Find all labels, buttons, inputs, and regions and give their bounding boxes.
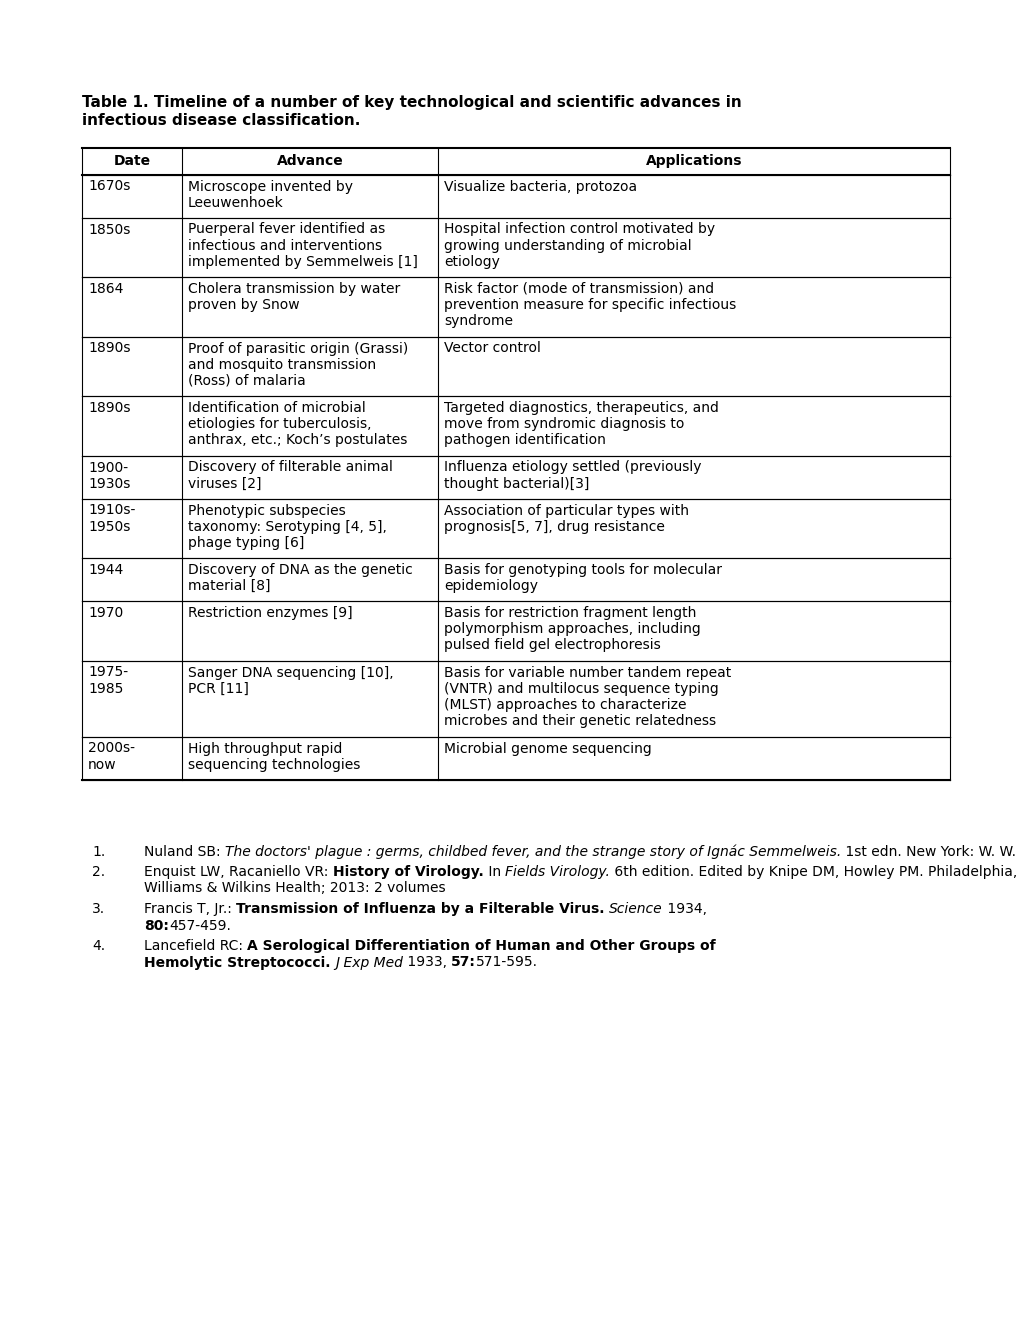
Text: Phenotypic subspecies
taxonomy: Serotyping [4, 5],
phage typing [6]: Phenotypic subspecies taxonomy: Serotypi… bbox=[187, 503, 386, 550]
Text: Transmission of Influenza by a Filterable Virus.: Transmission of Influenza by a Filterabl… bbox=[236, 902, 604, 916]
Text: Date: Date bbox=[113, 154, 151, 168]
Text: J Exp Med: J Exp Med bbox=[334, 956, 403, 969]
Text: Science: Science bbox=[608, 902, 662, 916]
Text: Discovery of DNA as the genetic
material [8]: Discovery of DNA as the genetic material… bbox=[187, 564, 412, 593]
Text: 1934,: 1934, bbox=[662, 902, 706, 916]
Text: 1864: 1864 bbox=[88, 282, 123, 296]
Text: Sanger DNA sequencing [10],
PCR [11]: Sanger DNA sequencing [10], PCR [11] bbox=[187, 665, 393, 696]
Text: 1900-
1930s: 1900- 1930s bbox=[88, 461, 130, 491]
Text: Table 1. Timeline of a number of key technological and scientific advances in: Table 1. Timeline of a number of key tec… bbox=[82, 95, 741, 110]
Text: Applications: Applications bbox=[645, 154, 742, 168]
Text: 4.: 4. bbox=[92, 939, 105, 953]
Text: Visualize bacteria, protozoa: Visualize bacteria, protozoa bbox=[443, 180, 637, 194]
Text: 3.: 3. bbox=[92, 902, 105, 916]
Text: 1975-
1985: 1975- 1985 bbox=[88, 665, 128, 696]
Text: Identification of microbial
etiologies for tuberculosis,
anthrax, etc.; Koch’s p: Identification of microbial etiologies f… bbox=[187, 401, 407, 447]
Text: Cholera transmission by water
proven by Snow: Cholera transmission by water proven by … bbox=[187, 282, 399, 313]
Text: Microscope invented by
Leeuwenhoek: Microscope invented by Leeuwenhoek bbox=[187, 180, 353, 210]
Text: History of Virology.: History of Virology. bbox=[332, 865, 483, 879]
Text: Risk factor (mode of transmission) and
prevention measure for specific infectiou: Risk factor (mode of transmission) and p… bbox=[443, 282, 736, 329]
Text: Basis for genotyping tools for molecular
epidemiology: Basis for genotyping tools for molecular… bbox=[443, 564, 721, 593]
Text: 6th edition. Edited by Knipe DM, Howley PM. Philadelphia, PA: Wolters Kluwer/Lip: 6th edition. Edited by Knipe DM, Howley … bbox=[609, 865, 1019, 879]
Text: Microbial genome sequencing: Microbial genome sequencing bbox=[443, 742, 651, 755]
Text: Fields Virology.: Fields Virology. bbox=[504, 865, 609, 879]
Text: 2000s-
now: 2000s- now bbox=[88, 742, 135, 772]
Text: High throughput rapid
sequencing technologies: High throughput rapid sequencing technol… bbox=[187, 742, 360, 772]
Text: Lancefield RC:: Lancefield RC: bbox=[144, 939, 248, 953]
Text: Puerperal fever identified as
infectious and interventions
implemented by Semmel: Puerperal fever identified as infectious… bbox=[187, 223, 418, 269]
Text: In: In bbox=[483, 865, 504, 879]
Text: Enquist LW, Racaniello VR:: Enquist LW, Racaniello VR: bbox=[144, 865, 332, 879]
Text: Association of particular types with
prognosis[5, 7], drug resistance: Association of particular types with pro… bbox=[443, 503, 688, 533]
Text: Basis for variable number tandem repeat
(VNTR) and multilocus sequence typing
(M: Basis for variable number tandem repeat … bbox=[443, 665, 731, 729]
Text: Francis T, Jr.:: Francis T, Jr.: bbox=[144, 902, 236, 916]
Text: The doctors' plague : germs, childbed fever, and the strange story of Ignác Semm: The doctors' plague : germs, childbed fe… bbox=[225, 845, 841, 859]
Text: A Serological Differentiation of Human and Other Groups of: A Serological Differentiation of Human a… bbox=[248, 939, 715, 953]
Text: Proof of parasitic origin (Grassi)
and mosquito transmission
(Ross) of malaria: Proof of parasitic origin (Grassi) and m… bbox=[187, 342, 408, 388]
Text: 1890s: 1890s bbox=[88, 342, 130, 355]
Text: 1933,: 1933, bbox=[403, 956, 450, 969]
Text: 571-595.: 571-595. bbox=[476, 956, 537, 969]
Text: 1944: 1944 bbox=[88, 564, 123, 577]
Text: 1910s-
1950s: 1910s- 1950s bbox=[88, 503, 136, 533]
Text: Williams & Wilkins Health; 2013: 2 volumes: Williams & Wilkins Health; 2013: 2 volum… bbox=[144, 882, 445, 895]
Text: Basis for restriction fragment length
polymorphism approaches, including
pulsed : Basis for restriction fragment length po… bbox=[443, 606, 700, 652]
Text: 1st edn. New York: W. W. Norton; 2003.: 1st edn. New York: W. W. Norton; 2003. bbox=[841, 845, 1019, 858]
Text: Hospital infection control motivated by
growing understanding of microbial
etiol: Hospital infection control motivated by … bbox=[443, 223, 714, 269]
Text: Nuland SB:: Nuland SB: bbox=[144, 845, 225, 858]
Text: Influenza etiology settled (previously
thought bacterial)[3]: Influenza etiology settled (previously t… bbox=[443, 461, 701, 491]
Text: Vector control: Vector control bbox=[443, 342, 540, 355]
Text: Hemolytic Streptococci.: Hemolytic Streptococci. bbox=[144, 956, 330, 969]
Text: 1890s: 1890s bbox=[88, 401, 130, 414]
Text: infectious disease classification.: infectious disease classification. bbox=[82, 114, 360, 128]
Text: 57:: 57: bbox=[450, 956, 476, 969]
Text: 1670s: 1670s bbox=[88, 180, 130, 194]
Text: 80:: 80: bbox=[144, 919, 169, 932]
Text: Targeted diagnostics, therapeutics, and
move from syndromic diagnosis to
pathoge: Targeted diagnostics, therapeutics, and … bbox=[443, 401, 718, 447]
Text: Advance: Advance bbox=[276, 154, 342, 168]
Text: Discovery of filterable animal
viruses [2]: Discovery of filterable animal viruses [… bbox=[187, 461, 392, 491]
Text: 1850s: 1850s bbox=[88, 223, 130, 236]
Text: 457-459.: 457-459. bbox=[169, 919, 230, 932]
Text: 1.: 1. bbox=[92, 845, 105, 858]
Text: 1970: 1970 bbox=[88, 606, 123, 620]
Text: 2.: 2. bbox=[92, 865, 105, 879]
Text: Restriction enzymes [9]: Restriction enzymes [9] bbox=[187, 606, 353, 620]
